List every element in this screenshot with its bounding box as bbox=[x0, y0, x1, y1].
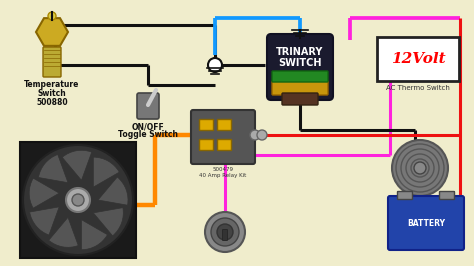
Text: AC Thermo Switch: AC Thermo Switch bbox=[386, 85, 450, 91]
Text: 500880: 500880 bbox=[36, 98, 68, 107]
FancyBboxPatch shape bbox=[20, 142, 136, 258]
Circle shape bbox=[414, 162, 426, 174]
Wedge shape bbox=[98, 177, 128, 205]
Circle shape bbox=[392, 140, 448, 196]
FancyBboxPatch shape bbox=[222, 230, 228, 240]
FancyBboxPatch shape bbox=[388, 196, 464, 250]
Wedge shape bbox=[49, 217, 78, 247]
FancyBboxPatch shape bbox=[282, 93, 318, 105]
FancyBboxPatch shape bbox=[137, 93, 159, 119]
FancyBboxPatch shape bbox=[200, 119, 213, 131]
FancyBboxPatch shape bbox=[218, 119, 231, 131]
FancyBboxPatch shape bbox=[267, 34, 333, 100]
Text: Toggle Switch: Toggle Switch bbox=[118, 130, 178, 139]
Text: 500479: 500479 bbox=[212, 167, 234, 172]
Wedge shape bbox=[82, 220, 108, 250]
Circle shape bbox=[66, 188, 90, 212]
Wedge shape bbox=[93, 157, 119, 187]
FancyBboxPatch shape bbox=[200, 139, 213, 151]
Circle shape bbox=[72, 194, 84, 206]
Text: 12Volt: 12Volt bbox=[391, 52, 445, 66]
Circle shape bbox=[217, 224, 233, 240]
Text: Switch: Switch bbox=[37, 89, 66, 98]
FancyBboxPatch shape bbox=[191, 110, 255, 164]
Circle shape bbox=[250, 130, 260, 140]
Polygon shape bbox=[36, 18, 68, 46]
FancyBboxPatch shape bbox=[272, 71, 328, 82]
Circle shape bbox=[208, 58, 222, 72]
Circle shape bbox=[257, 130, 267, 140]
Wedge shape bbox=[30, 207, 59, 235]
FancyBboxPatch shape bbox=[43, 47, 61, 77]
Text: BATTERY: BATTERY bbox=[407, 218, 445, 227]
Text: SWITCH: SWITCH bbox=[278, 58, 322, 68]
FancyBboxPatch shape bbox=[398, 192, 412, 200]
Circle shape bbox=[23, 145, 133, 255]
FancyBboxPatch shape bbox=[439, 192, 455, 200]
Wedge shape bbox=[38, 155, 68, 183]
Circle shape bbox=[211, 218, 239, 246]
FancyBboxPatch shape bbox=[377, 37, 459, 81]
FancyBboxPatch shape bbox=[272, 81, 328, 95]
Wedge shape bbox=[29, 178, 59, 208]
Text: Temperature: Temperature bbox=[24, 80, 80, 89]
Text: 40 Amp Relay Kit: 40 Amp Relay Kit bbox=[200, 173, 246, 178]
Circle shape bbox=[205, 212, 245, 252]
Wedge shape bbox=[93, 208, 123, 236]
Circle shape bbox=[48, 12, 56, 20]
Wedge shape bbox=[62, 150, 92, 180]
Text: TRINARY: TRINARY bbox=[276, 47, 324, 57]
FancyBboxPatch shape bbox=[218, 139, 231, 151]
Text: ON/OFF: ON/OFF bbox=[132, 122, 164, 131]
